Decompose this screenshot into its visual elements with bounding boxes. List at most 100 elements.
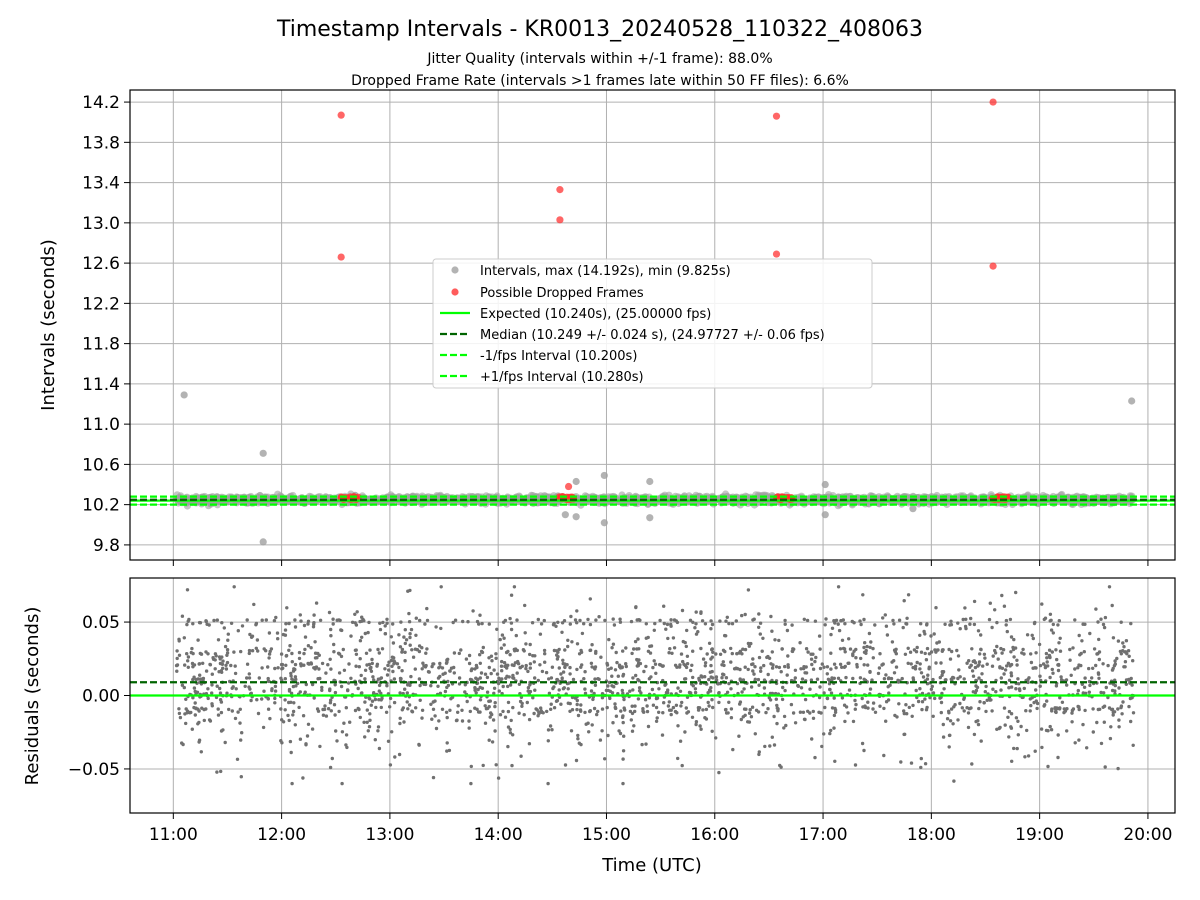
residual-point	[607, 637, 611, 642]
residual-point	[621, 757, 625, 761]
residual-point	[503, 715, 508, 719]
residual-point	[555, 698, 560, 703]
residual-point	[434, 726, 439, 731]
dropped-frame-point	[556, 216, 564, 224]
residual-point	[405, 691, 409, 695]
residual-point	[694, 632, 699, 636]
residual-point	[318, 676, 322, 681]
residual-point	[950, 649, 954, 654]
residual-point	[1056, 662, 1061, 667]
residual-point	[963, 606, 967, 610]
residual-point	[409, 627, 414, 632]
residual-point	[1129, 719, 1133, 724]
residual-point	[956, 676, 960, 681]
residual-point	[672, 646, 677, 650]
residual-point	[312, 696, 316, 700]
residual-point	[721, 660, 725, 664]
residual-point	[583, 691, 588, 695]
residual-point	[566, 687, 570, 691]
residual-point	[464, 657, 469, 661]
residual-point	[317, 653, 321, 657]
residual-point	[700, 619, 705, 623]
residual-point	[868, 670, 872, 674]
residual-point	[740, 652, 744, 656]
residual-point	[247, 676, 252, 680]
dropped-frame-point	[337, 253, 345, 261]
residual-point	[847, 637, 851, 641]
intervals-y-tick-label: 11.0	[82, 415, 120, 435]
residual-point	[177, 639, 181, 643]
residual-point	[365, 720, 369, 724]
residual-point	[977, 706, 981, 711]
residual-point	[420, 708, 425, 712]
residual-point	[942, 687, 946, 691]
residual-point	[617, 664, 622, 669]
residual-point	[903, 652, 908, 656]
residual-point	[478, 676, 482, 680]
residual-point	[923, 697, 927, 701]
residual-point	[681, 659, 685, 664]
residual-point	[320, 685, 324, 690]
residual-point	[528, 652, 532, 657]
residual-point	[405, 700, 409, 704]
residual-point	[489, 711, 493, 715]
residual-point	[1056, 668, 1061, 673]
residual-point	[730, 651, 734, 656]
residual-point	[563, 665, 567, 669]
residual-point	[384, 710, 389, 714]
residual-point	[574, 758, 579, 763]
residual-point	[1129, 621, 1133, 626]
residual-point	[843, 650, 847, 654]
residual-point	[433, 714, 437, 718]
residual-point	[206, 687, 210, 691]
residual-point	[882, 706, 886, 711]
residual-point	[414, 706, 418, 710]
residual-point	[983, 690, 987, 694]
residual-point	[710, 622, 715, 627]
residual-point	[534, 707, 538, 711]
residual-point	[739, 717, 743, 722]
residual-point	[559, 702, 563, 706]
residual-point	[218, 657, 222, 661]
residual-point	[894, 652, 898, 656]
residual-point	[194, 677, 198, 682]
residual-point	[1097, 657, 1102, 662]
residual-point	[576, 733, 580, 738]
residual-point	[621, 781, 625, 786]
residual-point	[789, 702, 794, 707]
residual-point	[889, 676, 894, 681]
residual-point	[1046, 764, 1050, 769]
residual-point	[876, 671, 881, 676]
residual-point	[818, 685, 822, 689]
residual-point	[686, 710, 691, 714]
residual-point	[882, 677, 887, 681]
residual-point	[1030, 696, 1034, 700]
residual-point	[786, 654, 790, 658]
residual-point	[699, 646, 703, 651]
interval-point	[572, 513, 580, 521]
residual-point	[962, 696, 966, 700]
residual-point	[939, 700, 944, 705]
residual-point	[378, 677, 382, 681]
residual-point	[452, 671, 456, 675]
residual-point	[232, 585, 236, 589]
residual-point	[1108, 736, 1113, 741]
residual-point	[734, 619, 738, 623]
residual-point	[1007, 678, 1012, 682]
residual-point	[984, 684, 988, 689]
residual-point	[666, 704, 671, 708]
residual-point	[1080, 682, 1085, 686]
residual-point	[909, 761, 914, 765]
residual-point	[1088, 631, 1092, 636]
residual-point	[524, 642, 528, 646]
residual-point	[185, 652, 189, 656]
residual-point	[729, 707, 734, 711]
residual-point	[1058, 706, 1062, 710]
residual-point	[205, 622, 209, 626]
residual-point	[217, 670, 221, 674]
residual-point	[691, 620, 695, 624]
residual-point	[575, 621, 579, 625]
residual-point	[298, 737, 303, 741]
residual-point	[928, 695, 932, 700]
residual-point	[257, 676, 261, 680]
